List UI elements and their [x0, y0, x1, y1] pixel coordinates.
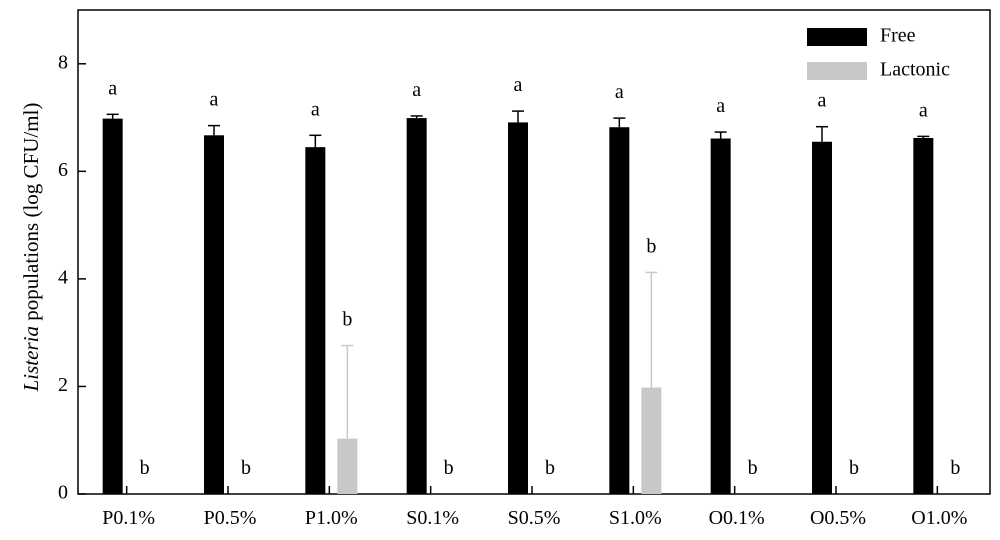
x-tick-label: S1.0%: [609, 507, 662, 529]
x-tick-label: P1.0%: [305, 507, 358, 529]
significance-label-lactonic: b: [241, 457, 251, 479]
y-tick-label: 6: [58, 159, 68, 181]
legend-label-lactonic: Lactonic: [880, 59, 950, 81]
x-tick-label: P0.5%: [204, 507, 257, 529]
significance-label-free: a: [919, 99, 928, 121]
significance-label-free: a: [615, 81, 624, 103]
significance-label-lactonic: b: [140, 457, 150, 479]
bar-series: a b a b a b a b a b a b a b a b a b: [102, 74, 960, 495]
significance-label-lactonic: b: [646, 235, 656, 257]
bar-free: [913, 137, 934, 495]
y-tick-label: 0: [58, 482, 68, 504]
bar-lactonic: [337, 438, 358, 494]
significance-label-free: a: [716, 95, 725, 117]
bar-free: [406, 118, 427, 495]
x-tick-label: O0.1%: [709, 507, 765, 529]
y-axis-title-rest: populations (log CFU/ml): [19, 103, 43, 326]
x-axis: P0.1% P0.5% P1.0% S0.1% S0.5% S1.0% O0.1% O0.5%…: [102, 486, 967, 529]
bar-free: [609, 127, 630, 494]
bar-free: [204, 135, 224, 494]
legend-swatch-free: [807, 28, 867, 46]
plot-border: [77, 9, 991, 495]
y-axis-title: Listeria populations (log CFU/ml): [19, 103, 43, 393]
bar-free: [305, 147, 326, 494]
y-tick-label: 2: [58, 374, 68, 396]
significance-label-lactonic: b: [545, 457, 555, 479]
significance-label-free: a: [311, 98, 320, 120]
significance-label-lactonic: b: [342, 309, 352, 331]
legend-swatch-lactonic: [807, 62, 867, 80]
significance-label-free: a: [818, 90, 827, 112]
y-axis-title-italic: Listeria: [19, 326, 43, 392]
bar-free: [102, 118, 123, 495]
significance-label-lactonic: b: [849, 457, 859, 479]
plot-frame: [77, 9, 991, 495]
x-tick-label: S0.5%: [508, 507, 561, 529]
significance-label-lactonic: b: [444, 457, 454, 479]
x-tick-label: O1.0%: [911, 507, 967, 529]
significance-label-free: a: [412, 79, 421, 101]
significance-label-free: a: [108, 77, 117, 99]
y-axis: 0 2 4 6 8: [58, 51, 86, 504]
legend: Free Lactonic: [807, 25, 950, 81]
bar-lactonic: [641, 387, 662, 494]
significance-label-lactonic: b: [748, 457, 758, 479]
bar-free: [812, 141, 832, 494]
y-tick-label: 4: [58, 266, 68, 288]
bar-free: [508, 122, 528, 494]
significance-label-free: a: [210, 89, 219, 111]
significance-label-free: a: [514, 74, 523, 96]
x-tick-label: P0.1%: [102, 507, 155, 529]
significance-label-lactonic: b: [950, 457, 960, 479]
x-tick-label: S0.1%: [406, 507, 459, 529]
legend-label-free: Free: [880, 25, 916, 47]
x-tick-label: O0.5%: [810, 507, 866, 529]
bar-free: [710, 138, 731, 495]
y-tick-label: 8: [58, 51, 68, 73]
